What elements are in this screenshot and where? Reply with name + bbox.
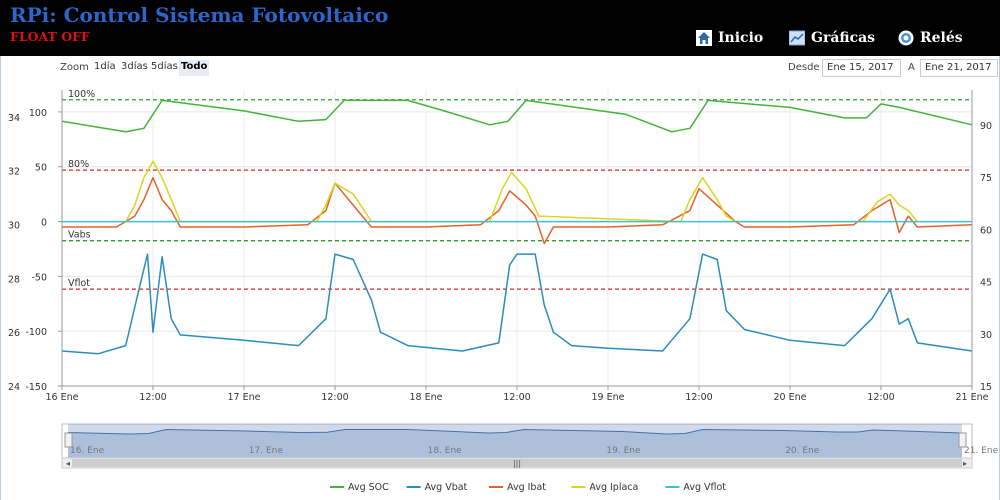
nav-graficas[interactable]: Gráficas — [789, 30, 875, 46]
nav-reles-label: Relés — [920, 30, 963, 46]
chart-container — [0, 56, 1000, 500]
zoom-todo-button[interactable]: Todo — [179, 60, 210, 76]
nav-reles[interactable]: Relés — [898, 30, 963, 46]
zoom-5dias-button[interactable]: 5días — [151, 61, 178, 72]
relay-icon — [898, 30, 914, 46]
app-title: RPi: Control Sistema Fotovoltaico — [10, 3, 389, 27]
zoom-3dias-button[interactable]: 3días — [121, 61, 148, 72]
nav-inicio-label: Inicio — [718, 30, 764, 46]
status-indicator: FLOAT OFF — [10, 29, 90, 44]
home-icon — [696, 30, 712, 46]
from-date-input[interactable]: Ene 15, 2017 — [822, 59, 901, 77]
nav-graficas-label: Gráficas — [811, 30, 876, 46]
to-date-input[interactable]: Ene 21, 2017 — [920, 59, 998, 77]
chart-icon — [789, 30, 805, 46]
zoom-1dia-button[interactable]: 1día — [94, 61, 116, 72]
from-label: Desde — [788, 62, 820, 73]
to-label: A — [908, 62, 915, 73]
app-header: RPi: Control Sistema Fotovoltaico FLOAT … — [0, 0, 1000, 56]
zoom-label: Zoom — [60, 62, 89, 73]
nav-inicio[interactable]: Inicio — [696, 30, 763, 46]
